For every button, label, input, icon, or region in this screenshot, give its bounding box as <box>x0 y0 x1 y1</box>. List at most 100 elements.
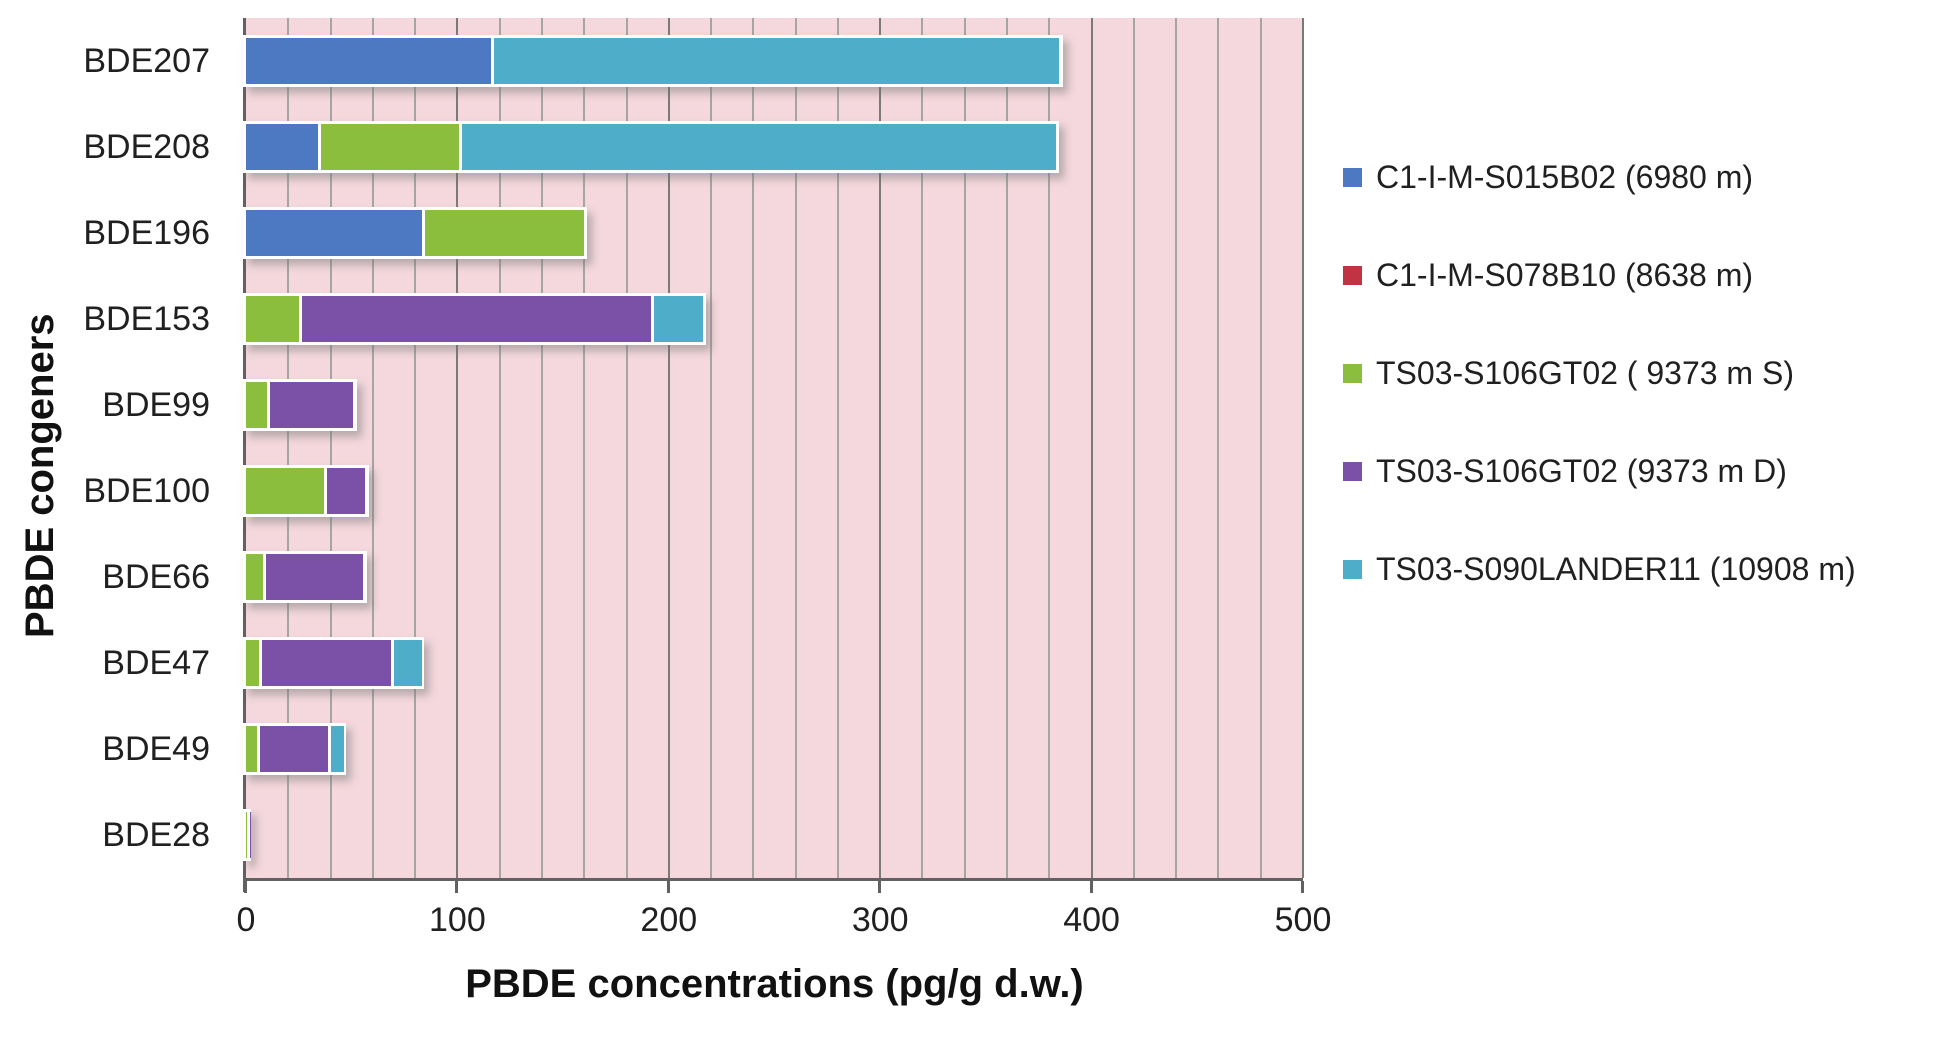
category-label: BDE100 <box>83 472 210 510</box>
legend-swatch <box>1343 363 1362 383</box>
bar-segment <box>246 296 299 342</box>
bar-segment <box>246 124 318 170</box>
bar-segment <box>494 38 1059 84</box>
bar <box>243 379 357 431</box>
bar-segment <box>654 296 703 342</box>
bar-segment <box>270 382 353 428</box>
gridline-minor <box>1133 18 1135 878</box>
bar-segment <box>327 468 365 514</box>
y-axis-line <box>243 18 246 892</box>
category-label: BDE49 <box>102 730 210 768</box>
x-tick-label: 500 <box>1274 901 1332 939</box>
bar-segment <box>246 210 422 256</box>
bar-segment <box>246 468 324 514</box>
category-label: BDE28 <box>102 816 210 854</box>
gridline-minor <box>795 18 797 878</box>
x-tick-label: 200 <box>640 901 698 939</box>
bar <box>243 121 1059 173</box>
category-label: BDE66 <box>102 558 210 596</box>
legend-item: C1-I-M-S015B02 (6980 m) <box>1343 160 1856 194</box>
bar <box>243 551 367 603</box>
gridline-major <box>1302 18 1304 878</box>
bar-segment <box>425 210 584 256</box>
gridline-major <box>668 18 670 878</box>
bar <box>243 293 706 345</box>
x-axis-line <box>243 878 1303 881</box>
gridline-minor <box>837 18 839 878</box>
category-label: BDE196 <box>83 214 210 252</box>
bar-segment <box>246 812 247 858</box>
category-label: BDE208 <box>83 128 210 166</box>
legend-swatch <box>1343 265 1362 285</box>
bar-segment <box>394 640 422 686</box>
gridline-minor <box>1006 18 1008 878</box>
bar-segment <box>250 812 251 858</box>
gridline-major <box>456 18 458 878</box>
legend-item: TS03-S090LANDER11 (10908 m) <box>1343 552 1856 586</box>
category-label: BDE207 <box>83 42 210 80</box>
gridline-minor <box>414 18 416 878</box>
gridline-major <box>879 18 881 878</box>
gridline-minor <box>1260 18 1262 878</box>
category-label: BDE99 <box>102 386 210 424</box>
bar-segment <box>246 726 257 772</box>
legend-label: TS03-S106GT02 ( 9373 m S) <box>1376 355 1794 391</box>
legend-item: C1-I-M-S078B10 (8638 m) <box>1343 258 1856 292</box>
bar-segment <box>262 640 391 686</box>
gridline-minor <box>541 18 543 878</box>
bar <box>243 207 587 259</box>
x-tick <box>1301 881 1304 893</box>
bar <box>243 637 424 689</box>
gridline-minor <box>330 18 332 878</box>
x-axis-title: PBDE concentrations (pg/g d.w.) <box>465 962 1084 1006</box>
bar-segment <box>246 640 259 686</box>
bar-segment <box>266 554 363 600</box>
legend: C1-I-M-S015B02 (6980 m) C1-I-M-S078B10 (8… <box>1343 160 1856 586</box>
x-tick <box>1089 881 1093 893</box>
gridline-minor <box>921 18 923 878</box>
gridline-minor <box>287 18 289 878</box>
legend-label: TS03-S090LANDER11 (10908 m) <box>1376 551 1856 587</box>
gridline-minor <box>1217 18 1219 878</box>
x-tick-label: 300 <box>851 901 909 939</box>
legend-swatch <box>1343 167 1362 187</box>
gridline-minor <box>964 18 966 878</box>
bar-segment <box>260 726 328 772</box>
gridline-minor <box>372 18 374 878</box>
x-tick-label: 0 <box>236 901 256 939</box>
x-tick <box>666 881 670 893</box>
x-tick-label: 400 <box>1063 901 1120 939</box>
bar-segment <box>302 296 651 342</box>
gridline-minor <box>1175 18 1177 878</box>
bar <box>243 465 369 517</box>
category-label: BDE153 <box>83 300 210 338</box>
gridline-minor <box>499 18 501 878</box>
legend-item: TS03-S106GT02 ( 9373 m S) <box>1343 356 1856 390</box>
bar-segment <box>246 554 263 600</box>
bar <box>243 809 251 861</box>
x-tick <box>878 881 882 893</box>
x-tick-label: 100 <box>429 901 486 939</box>
legend-item: TS03-S106GT02 (9373 m D) <box>1343 454 1856 488</box>
x-tick <box>244 881 247 893</box>
bar-segment <box>462 124 1056 170</box>
bar-segment <box>331 726 344 772</box>
gridline-minor <box>583 18 585 878</box>
x-tick <box>455 881 459 893</box>
bar <box>243 35 1063 87</box>
bar-segment <box>246 38 491 84</box>
bar-segment <box>246 382 267 428</box>
legend-label: C1-I-M-S078B10 (8638 m) <box>1376 257 1754 293</box>
category-label: BDE47 <box>102 644 210 682</box>
gridline-major <box>1091 18 1093 878</box>
gridline-minor <box>626 18 628 878</box>
legend-swatch <box>1343 559 1362 579</box>
gridline-minor <box>752 18 754 878</box>
bar-segment <box>321 124 459 170</box>
gridline-minor <box>1048 18 1050 878</box>
bar <box>243 723 346 775</box>
legend-label: C1-I-M-S015B02 (6980 m) <box>1376 159 1754 195</box>
gridline-minor <box>710 18 712 878</box>
legend-swatch <box>1343 461 1362 481</box>
